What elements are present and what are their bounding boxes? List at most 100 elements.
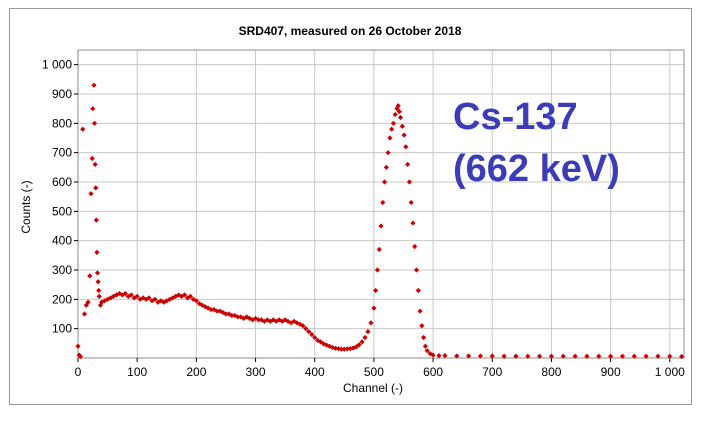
- data-point: [131, 295, 137, 301]
- data-point: [122, 290, 128, 297]
- data-point: [381, 179, 388, 185]
- data-point: [385, 150, 391, 156]
- x-tick-label: 300: [246, 365, 266, 379]
- data-point: [655, 353, 661, 359]
- data-point: [104, 296, 111, 302]
- x-tick-label: 500: [364, 365, 384, 379]
- data-point: [146, 295, 152, 301]
- data-point: [125, 293, 131, 299]
- data-point: [383, 164, 389, 170]
- data-point: [85, 299, 91, 305]
- data-point: [247, 315, 253, 321]
- annotation-isotope: Cs-137: [453, 96, 578, 138]
- data-point: [167, 296, 173, 302]
- data-point: [413, 267, 420, 273]
- y-tick-label: 700: [52, 146, 72, 160]
- data-point: [560, 353, 566, 359]
- x-tick-label: 700: [482, 365, 502, 379]
- data-point: [77, 353, 83, 360]
- data-point: [87, 273, 93, 279]
- data-point: [373, 287, 379, 294]
- data-point: [258, 317, 265, 323]
- data-point: [88, 191, 94, 197]
- data-point: [596, 353, 602, 359]
- data-point: [422, 343, 428, 349]
- data-point: [96, 293, 102, 299]
- data-point: [410, 220, 416, 226]
- x-tick-label: 0: [75, 365, 82, 379]
- data-point: [90, 106, 96, 112]
- data-point: [477, 353, 484, 359]
- data-point: [537, 353, 543, 359]
- data-points: [75, 82, 685, 360]
- data-point: [96, 287, 102, 294]
- data-point: [93, 217, 99, 223]
- chart-title: SRD407, measured on 26 October 2018: [239, 24, 462, 38]
- data-point: [667, 353, 673, 359]
- data-point: [371, 305, 377, 311]
- data-point: [387, 135, 393, 141]
- data-point: [362, 334, 368, 341]
- data-point: [679, 353, 685, 360]
- data-point: [417, 308, 423, 314]
- data-point: [415, 287, 421, 294]
- data-point: [202, 304, 208, 310]
- data-point: [97, 302, 104, 308]
- data-point: [83, 302, 89, 308]
- data-point: [92, 161, 98, 167]
- data-point: [399, 123, 405, 129]
- data-point: [137, 296, 143, 302]
- data-point: [134, 293, 140, 299]
- data-point: [608, 353, 614, 359]
- data-point: [513, 353, 519, 359]
- y-tick-label: 600: [52, 175, 72, 189]
- spectrum-chart: SRD407, measured on 26 October 2018 0 100…: [19, 24, 685, 395]
- data-point: [312, 334, 318, 341]
- data-point: [424, 348, 430, 354]
- data-point: [170, 295, 176, 301]
- data-point: [525, 353, 531, 359]
- data-point: [80, 126, 86, 132]
- data-point: [584, 353, 590, 359]
- data-point: [140, 295, 146, 301]
- data-point: [374, 267, 381, 273]
- data-point: [397, 114, 404, 121]
- data-point: [113, 292, 120, 298]
- data-point: [178, 293, 185, 299]
- data-point: [94, 249, 100, 255]
- data-point: [235, 314, 241, 320]
- y-tick-label: 900: [52, 87, 72, 101]
- data-point: [93, 185, 99, 191]
- data-point: [255, 317, 262, 323]
- data-point: [408, 199, 414, 206]
- data-point: [436, 353, 442, 359]
- data-point: [403, 144, 409, 150]
- data-point: [184, 295, 191, 301]
- data-point: [465, 353, 472, 359]
- data-point: [378, 223, 384, 229]
- data-point: [430, 352, 436, 358]
- chart-frame: SRD407, measured on 26 October 2018 0 100…: [9, 8, 692, 405]
- data-point: [205, 305, 211, 311]
- data-point: [631, 353, 637, 359]
- data-point: [244, 314, 250, 320]
- data-point: [390, 120, 397, 126]
- data-point: [412, 243, 418, 250]
- data-point: [359, 339, 365, 345]
- y-axis-ticks: 100 200 300 400 500 600 700 800 900 1 000: [42, 58, 78, 336]
- data-point: [442, 353, 448, 359]
- x-axis-label: Channel (-): [343, 381, 403, 395]
- y-tick-label: 400: [52, 234, 72, 248]
- data-point: [193, 298, 199, 304]
- data-point: [401, 132, 407, 138]
- x-tick-label: 800: [541, 365, 561, 379]
- data-point: [303, 326, 309, 332]
- y-tick-label: 300: [52, 263, 72, 277]
- data-point: [309, 331, 315, 338]
- y-axis-label: Counts (-): [19, 180, 33, 233]
- data-point: [241, 315, 247, 321]
- data-point: [128, 292, 134, 298]
- data-point: [376, 246, 382, 253]
- y-tick-label: 1 000: [42, 58, 72, 72]
- plot-border: [77, 49, 685, 359]
